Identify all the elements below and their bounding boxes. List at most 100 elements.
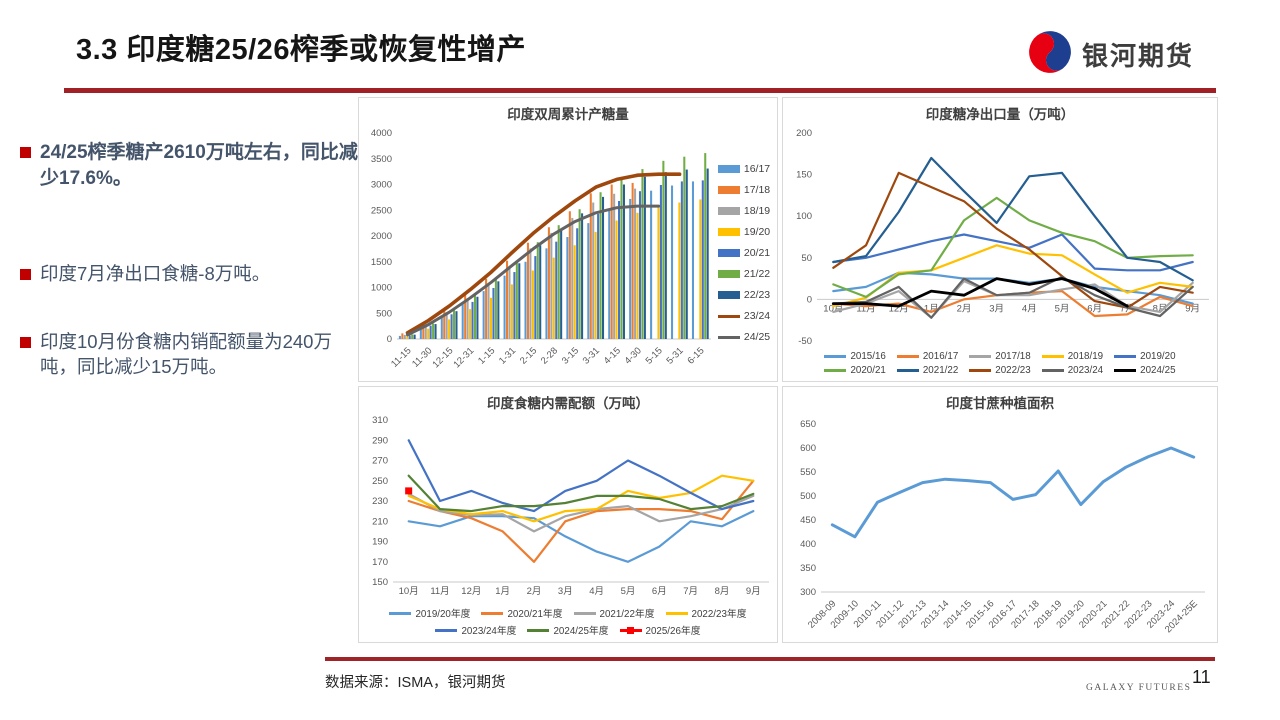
chart-plot-area: 150 170 190 210 230 250 270 290 310 10月 11月 12月 1月 2月… — [359, 414, 777, 604]
svg-text:11-15: 11-15 — [389, 345, 413, 369]
svg-text:3月: 3月 — [989, 303, 1004, 314]
svg-text:11-30: 11-30 — [410, 345, 434, 369]
chart-legend: 16/17 17/18 18/19 19/20 20/21 21/22 22/23 23/24… — [713, 125, 777, 381]
svg-text:250: 250 — [372, 476, 388, 487]
svg-text:3500: 3500 — [371, 154, 392, 165]
svg-text:5-31: 5-31 — [664, 345, 685, 366]
svg-text:1-31: 1-31 — [497, 345, 518, 366]
svg-text:5月: 5月 — [621, 586, 636, 597]
legend-item: 2019/20年度 — [389, 606, 470, 620]
chart-legend: 2015/16 2016/17 2017/18 2018/19 2019/20 2020/… — [783, 349, 1217, 381]
svg-text:2-28: 2-28 — [539, 345, 560, 366]
svg-text:300: 300 — [800, 587, 816, 598]
legend-item: 23/24 — [717, 310, 770, 322]
svg-text:0: 0 — [387, 334, 392, 345]
chart-biweekly-cumulative-production: 印度双周累计产糖量 0 500 1000 1500 2000 2500 3000 3500 40… — [358, 97, 778, 382]
chart-domestic-quota: 印度食糖内需配额（万吨） 150 170 190 210 230 250 270 290 310… — [358, 386, 778, 643]
svg-text:-50: -50 — [798, 336, 812, 347]
bullet-net-export: 印度7月净出口食糖-8万吨。 — [20, 262, 270, 287]
svg-text:600: 600 — [800, 443, 816, 454]
svg-text:350: 350 — [800, 563, 816, 574]
svg-text:12-31: 12-31 — [451, 345, 476, 370]
chart-plot-area: 0 500 1000 1500 2000 2500 3000 3500 4000 11-15 11-… — [359, 125, 713, 381]
legend-item: 2020/21年度 — [481, 606, 563, 620]
svg-text:550: 550 — [800, 467, 816, 478]
brand-name: 银河期货 — [1082, 41, 1195, 71]
brand-logo: 银河期货 — [1028, 30, 1194, 79]
svg-text:5-15: 5-15 — [644, 345, 665, 366]
svg-text:6月: 6月 — [1087, 303, 1102, 314]
svg-text:3000: 3000 — [371, 180, 392, 191]
svg-text:100: 100 — [796, 211, 812, 222]
svg-text:12月: 12月 — [889, 303, 909, 314]
svg-text:150: 150 — [796, 170, 812, 181]
svg-text:500: 500 — [376, 308, 392, 319]
bullet-square-icon — [20, 147, 31, 158]
svg-text:6-15: 6-15 — [685, 345, 706, 366]
svg-text:2月: 2月 — [527, 586, 542, 597]
legend-item: 2023/24年度 — [435, 623, 516, 637]
svg-text:10月: 10月 — [823, 303, 843, 314]
page-title: 3.3 印度糖25/26榨季或恢复性增产 — [76, 34, 526, 66]
svg-text:4月: 4月 — [1022, 303, 1037, 314]
bullet-square-icon — [20, 269, 31, 280]
svg-text:9月: 9月 — [1185, 303, 1200, 314]
svg-text:8月: 8月 — [1153, 303, 1168, 314]
chart-plot-area: -50 0 50 100 150 200 10月 11月 12月 1月 2月 3月 4月 5月 6月 7月 8月… — [783, 125, 1217, 349]
svg-text:230: 230 — [372, 496, 388, 507]
chart-title: 印度糖净出口量（万吨） — [925, 107, 1075, 122]
legend-item: 2024/25 — [1114, 365, 1176, 376]
svg-text:2月: 2月 — [957, 303, 972, 314]
svg-text:1000: 1000 — [371, 283, 392, 294]
data-source: 数据来源：ISMA，银河期货 — [325, 675, 506, 691]
svg-text:11月: 11月 — [856, 303, 875, 314]
svg-text:11月: 11月 — [430, 586, 449, 597]
svg-text:6月: 6月 — [652, 586, 667, 597]
chart-legend: 2019/20年度 2020/21年度 2021/22年度 2022/23年度 2023… — [359, 604, 777, 642]
legend-item: 16/17 — [717, 163, 770, 175]
legend-item: 2022/23年度 — [665, 606, 747, 620]
svg-text:3月: 3月 — [558, 586, 573, 597]
legend-item: 2017/18 — [969, 351, 1031, 362]
legend-item: 20/21 — [717, 247, 770, 259]
legend-item: 24/25 — [717, 331, 770, 343]
svg-text:8月: 8月 — [715, 586, 730, 597]
svg-text:9月: 9月 — [746, 586, 761, 597]
legend-item: 2022/23 — [969, 365, 1031, 376]
svg-text:4000: 4000 — [371, 128, 392, 139]
svg-text:200: 200 — [796, 128, 812, 139]
svg-text:1-15: 1-15 — [476, 345, 497, 366]
legend-item: 2025/26年度 — [619, 623, 701, 637]
bullet-square-icon — [20, 337, 31, 348]
svg-text:500: 500 — [800, 491, 816, 502]
legend-item: 19/20 — [717, 226, 770, 238]
svg-text:0: 0 — [807, 294, 812, 305]
legend-item: 2023/24 — [1041, 365, 1103, 376]
chart-plot-area: 300 350 400 450 500 550 600 650 2008-09 2009-10 20… — [783, 414, 1217, 642]
svg-text:2000: 2000 — [371, 231, 392, 242]
legend-item: 2015/16 — [824, 351, 886, 362]
svg-text:3-15: 3-15 — [560, 345, 581, 366]
svg-text:4-15: 4-15 — [602, 345, 623, 366]
svg-text:190: 190 — [372, 537, 388, 548]
svg-text:290: 290 — [372, 435, 388, 446]
header-divider — [64, 88, 1216, 93]
chart-cane-planting-area: 印度甘蔗种植面积 300 350 400 450 500 550 600 650 2008-09… — [782, 386, 1218, 643]
legend-item: 17/18 — [717, 184, 770, 196]
svg-text:400: 400 — [800, 539, 816, 550]
bullet-quota: 印度10月份食糖内销配额量为240万吨，同比减少15万吨。 — [20, 330, 358, 380]
svg-text:2500: 2500 — [371, 205, 392, 216]
legend-item: 2024/25年度 — [527, 623, 609, 637]
chart-title: 印度甘蔗种植面积 — [946, 396, 1054, 411]
svg-text:12月: 12月 — [461, 586, 481, 597]
legend-item: 2021/22 — [896, 365, 958, 376]
svg-text:5月: 5月 — [1055, 303, 1070, 314]
chart-title: 印度双周累计产糖量 — [507, 107, 629, 122]
svg-text:4月: 4月 — [589, 586, 604, 597]
svg-text:650: 650 — [800, 419, 816, 430]
page-number: 11 — [1192, 667, 1211, 687]
chart-net-exports: 印度糖净出口量（万吨） -50 0 50 100 150 200 10月 11月 12月 1月 2月… — [782, 97, 1218, 382]
footer-brand: GALAXY FUTURES — [1086, 683, 1192, 693]
legend-item: 22/23 — [717, 289, 770, 301]
svg-text:210: 210 — [372, 516, 388, 527]
